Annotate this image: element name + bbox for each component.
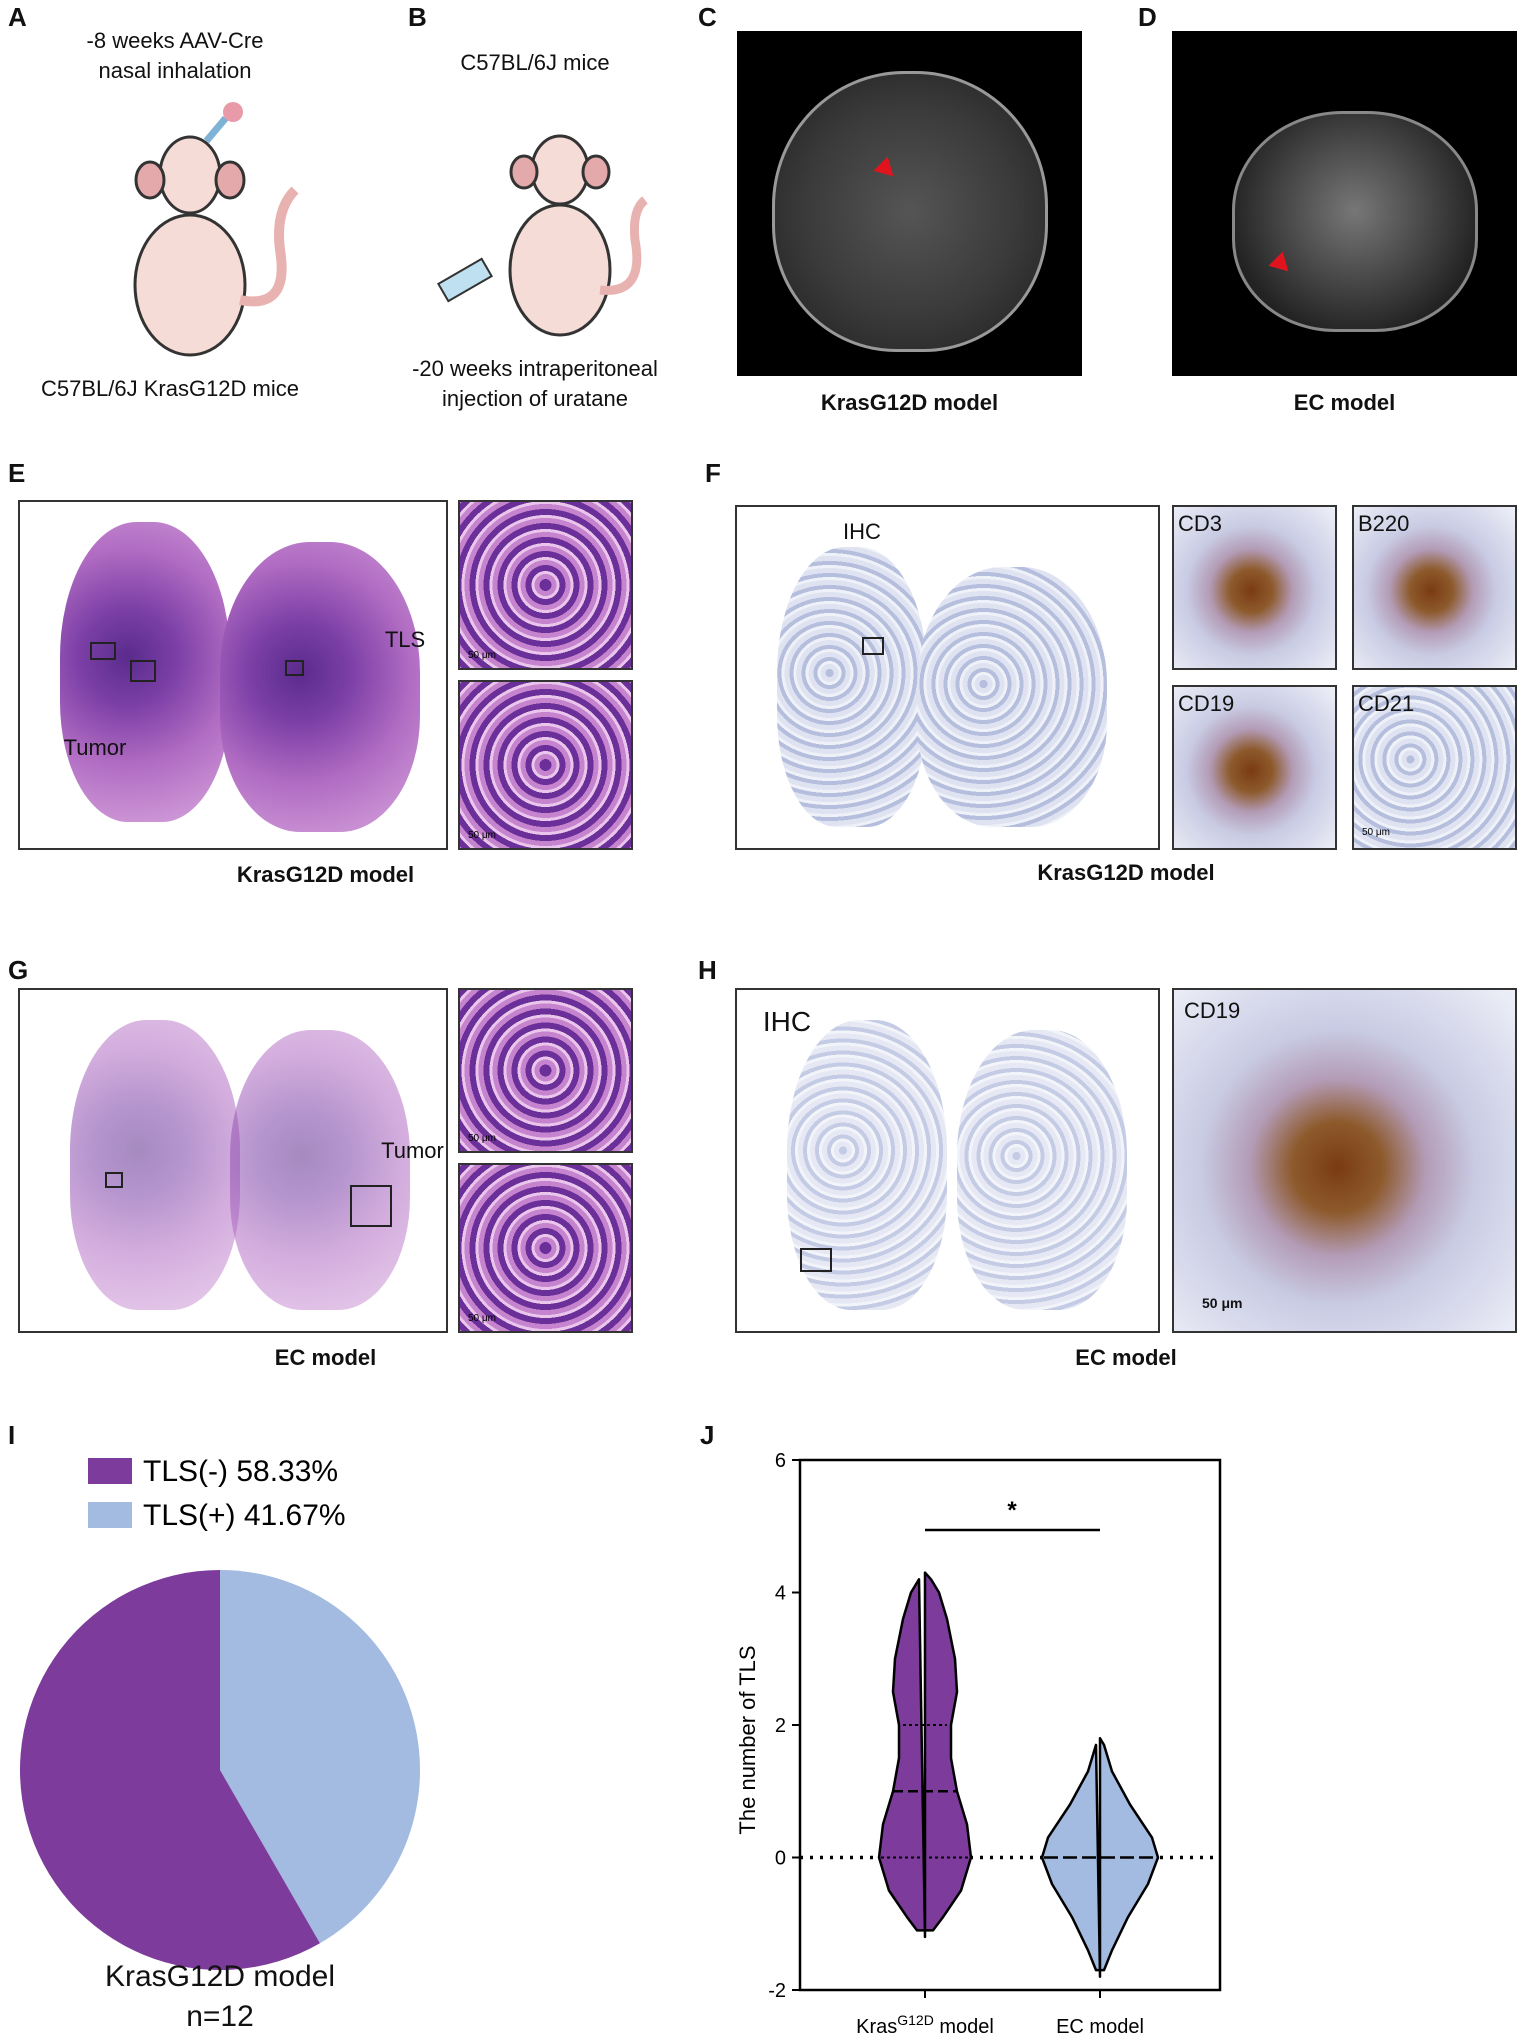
- violin-ec: [1040, 1737, 1160, 1978]
- mouse-illustration-b: [436, 134, 649, 337]
- scale-bar-label: 50 μm: [1362, 827, 1390, 838]
- plot-frame: [798, 1458, 1222, 1992]
- pie-chart: TLS(-) 58.33% TLS(+) 41.67%: [19, 1455, 420, 1970]
- violin-marks: [877, 1571, 1160, 1978]
- violin-axes: -2 0 2 4 6: [768, 1450, 1222, 2002]
- pie-slice-0: [19, 1570, 320, 1970]
- panel-h-caption: EC model: [1075, 1345, 1177, 1370]
- panel-label-c: C: [698, 2, 717, 32]
- panel-a-text-top2: nasal inhalation: [98, 58, 252, 83]
- tls-label: TLS: [384, 627, 426, 652]
- scale-bar-label: 50 μm: [468, 1133, 496, 1144]
- panel-label-d: D: [1138, 2, 1157, 32]
- panel-label-f: F: [705, 458, 721, 488]
- legend-label: TLS(+) 41.67%: [143, 1499, 346, 1532]
- ct-image-kras: [737, 31, 1082, 376]
- ct-image-ec: [1172, 31, 1517, 376]
- pie-n-label: n=12: [186, 2000, 254, 2033]
- panel-label-g: G: [8, 955, 29, 985]
- scale-bar-label: 50 μm: [1202, 1295, 1243, 1311]
- panel-g-caption: EC model: [274, 1345, 377, 1370]
- pie-slice-1: [220, 1570, 420, 1944]
- ihc-lung-ec: IHC: [735, 988, 1160, 1333]
- violin-kras: [877, 1571, 973, 1939]
- legend-label: TLS(-) 58.33%: [143, 1455, 338, 1488]
- he-zoom-tls: 50 μm: [458, 500, 633, 670]
- y-axis-label: The number of TLS: [735, 1645, 760, 1834]
- panel-b-text-bottom2: injection of uratane: [442, 386, 628, 411]
- he-zoom-tumor: 50 μm: [458, 680, 633, 850]
- cd19-label: CD19: [1184, 998, 1241, 1023]
- panel-label-j: J: [700, 1420, 715, 1450]
- significance-star: *: [1007, 1497, 1017, 1524]
- scale-bar-label: 50 μm: [468, 1313, 496, 1324]
- he-zoom-ec-tls: 50 μm: [458, 988, 633, 1153]
- ihc-label: IHC: [762, 1006, 812, 1037]
- x-tick-label-ec: EC model: [1056, 2016, 1144, 2038]
- y-tick-label: 6: [775, 1450, 786, 1472]
- he-lung-ec: Tumor: [18, 988, 448, 1333]
- ihc-label: IHC: [843, 519, 881, 544]
- scale-bar-label: 50 μm: [468, 650, 496, 661]
- legend-swatch: [88, 1502, 132, 1528]
- pie-legend: TLS(-) 58.33% TLS(+) 41.67%: [88, 1455, 346, 1532]
- panel-label-a: A: [8, 2, 27, 32]
- legend-swatch: [88, 1458, 132, 1484]
- panel-d-caption: EC model: [1293, 390, 1396, 415]
- ihc-lung-kras: IHC: [735, 505, 1160, 850]
- b220-label: B220: [1358, 511, 1410, 536]
- panel-label-h: H: [698, 955, 717, 985]
- ihc-cd21: CD21 50 μm: [1352, 685, 1517, 850]
- panel-a-text-bottom: C57BL/6J KrasG12D mice: [41, 376, 299, 401]
- ihc-ec-cd19: CD19 50 μm: [1172, 988, 1517, 1333]
- y-tick-label: -2: [768, 1980, 786, 2002]
- he-lung-kras: TLS Tumor: [18, 500, 448, 850]
- y-tick-label: 0: [775, 1848, 786, 1870]
- scale-bar-label: 50 μm: [468, 830, 496, 841]
- syringe-icon: [436, 257, 494, 303]
- panel-f-caption: KrasG12D model: [1037, 860, 1215, 885]
- violin-chart: The number of TLS -2 0 2 4 6 * KrasG12D mode…: [735, 1450, 1222, 2038]
- panel-b-text-bottom: -20 weeks intraperitoneal: [412, 356, 658, 381]
- cd21-label: CD21: [1358, 691, 1415, 716]
- pie-caption: KrasG12D model: [104, 1960, 336, 1993]
- cd3-label: CD3: [1178, 511, 1223, 536]
- pie-slices: [19, 1570, 420, 1970]
- tumor-label: Tumor: [381, 1138, 444, 1163]
- y-tick-label: 2: [775, 1715, 786, 1737]
- panel-b-text-top: C57BL/6J mice: [460, 50, 610, 75]
- panel-label-i: I: [8, 1420, 16, 1450]
- panel-c-caption: KrasG12D model: [820, 390, 999, 415]
- tumor-label: Tumor: [63, 735, 127, 760]
- he-zoom-ec-tumor: 50 μm: [458, 1163, 633, 1333]
- panel-a-text-top: -8 weeks AAV-Cre: [86, 28, 264, 53]
- cd19-label: CD19: [1178, 691, 1235, 716]
- ihc-b220: B220: [1352, 505, 1517, 670]
- mouse-illustration-a: [133, 102, 299, 357]
- panel-label-b: B: [408, 2, 427, 32]
- ihc-cd19: CD19: [1172, 685, 1337, 850]
- y-tick-label: 4: [775, 1583, 786, 1605]
- panel-label-e: E: [8, 458, 26, 488]
- ihc-cd3: CD3: [1172, 505, 1337, 670]
- x-tick-label-kras: KrasG12D model: [856, 2012, 994, 2038]
- panel-e-caption: KrasG12D model: [236, 862, 415, 887]
